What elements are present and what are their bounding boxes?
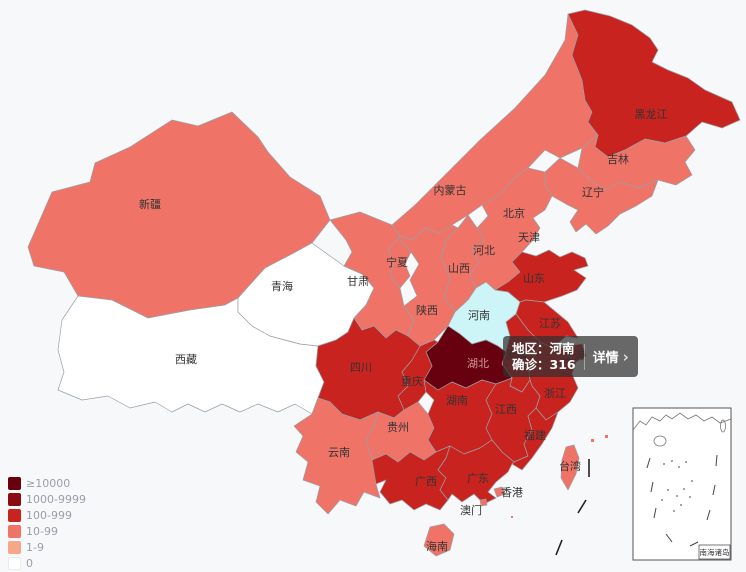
province-guangxi[interactable] — [371, 445, 451, 511]
legend-label: 10-99 — [26, 525, 58, 538]
legend-label: 1000-9999 — [26, 493, 86, 506]
island-dot — [591, 439, 594, 442]
province-xianggang[interactable] — [493, 486, 506, 498]
legend-row: 1000-9999 — [8, 492, 86, 507]
province-hunan[interactable] — [423, 379, 497, 455]
legend-swatch-ge10000 — [8, 477, 21, 490]
legend-row: 10-99 — [8, 524, 86, 539]
province-fujian[interactable] — [511, 407, 559, 471]
legend-label: 100-999 — [26, 509, 72, 522]
map-tooltip: 地区：河南 确诊：316 详情 › — [503, 336, 638, 377]
nine-dash-segment — [555, 539, 563, 556]
tooltip-region-line: 地区：河南 — [512, 340, 575, 356]
south-china-sea-inset: 南海诸岛 — [632, 407, 732, 561]
inset-label: 南海诸岛 — [700, 547, 730, 557]
legend-label: ≥10000 — [26, 477, 71, 490]
map-legend: ≥10000 1000-9999 100-999 10-99 1-9 0 — [8, 476, 86, 572]
tooltip-divider — [583, 343, 585, 370]
legend-label: 1-9 — [26, 541, 44, 554]
legend-swatch-1-9 — [8, 541, 21, 554]
nine-dash-segment — [577, 499, 587, 514]
province-guangdong[interactable] — [437, 439, 515, 505]
details-button[interactable]: 详情 › — [592, 347, 629, 367]
province-label-aomen: 澳门 — [460, 503, 482, 517]
legend-swatch-1000-9999 — [8, 493, 21, 506]
island-dot — [511, 516, 513, 518]
tooltip-text: 地区：河南 确诊：316 — [512, 341, 576, 373]
province-hainan[interactable] — [423, 523, 455, 557]
legend-row: 100-999 — [8, 508, 86, 523]
legend-row: 0 — [8, 556, 86, 571]
legend-swatch-10-99 — [8, 525, 21, 538]
province-taiwan[interactable] — [560, 444, 580, 491]
province-aomen[interactable] — [479, 498, 488, 507]
inset-label-box — [698, 544, 731, 560]
province-yunnan[interactable] — [293, 397, 385, 515]
details-button-label: 详情 — [592, 351, 619, 366]
legend-swatch-0 — [8, 557, 21, 570]
island-dot — [605, 435, 608, 438]
tooltip-confirmed-line: 确诊：316 — [512, 356, 576, 372]
legend-swatch-100-999 — [8, 509, 21, 522]
legend-row: ≥10000 — [8, 476, 86, 491]
province-heilongjiang[interactable] — [567, 9, 741, 158]
legend-label: 0 — [26, 557, 33, 570]
chevron-right-icon: › — [622, 347, 629, 366]
province-liaoning[interactable] — [544, 157, 659, 235]
province-ningxia[interactable] — [387, 237, 412, 289]
legend-row: 1-9 — [8, 540, 86, 555]
